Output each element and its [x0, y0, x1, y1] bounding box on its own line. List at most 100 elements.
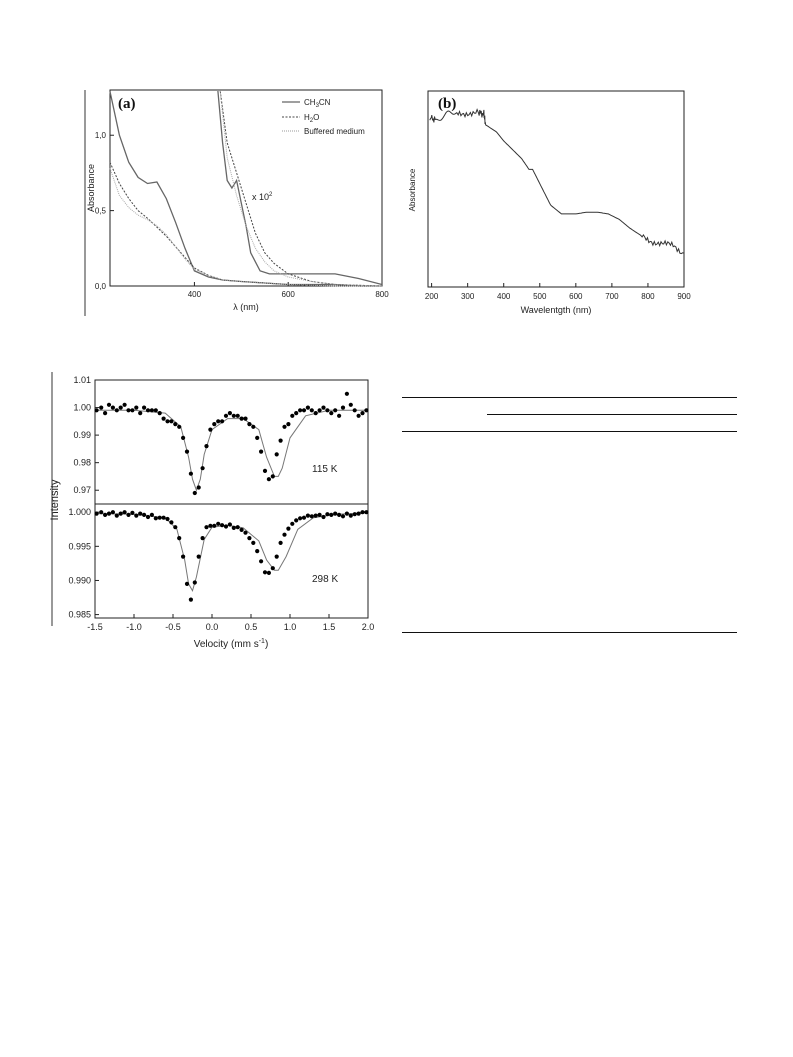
data-point-c — [138, 411, 143, 416]
y-tick-label-c-bottom: 0.995 — [68, 541, 91, 551]
data-point-c — [231, 413, 236, 418]
data-point-c — [153, 408, 158, 413]
data-point-c — [130, 408, 135, 413]
data-point-c — [247, 422, 252, 427]
data-point-c — [309, 408, 314, 413]
legend-a: CH3CN H2O Buffered medium — [282, 98, 365, 136]
x-axis-label-c: Velocity (mm s-1) — [194, 638, 269, 650]
data-point-c — [126, 512, 131, 518]
data-point-c — [122, 510, 127, 515]
data-point-c — [122, 402, 127, 407]
data-point-c — [301, 408, 307, 413]
data-point-c — [149, 408, 154, 413]
data-point-c — [278, 438, 283, 443]
x-tick-label-c: 0.5 — [245, 622, 258, 632]
data-point-c — [286, 526, 291, 531]
data-point-c — [270, 566, 275, 571]
chart-c-mossbauer: Intensity Velocity (mm s-1) 115 K 298 K … — [49, 372, 374, 650]
data-point-c — [208, 427, 213, 432]
data-point-c — [138, 511, 143, 516]
data-point-c — [243, 416, 248, 421]
y-axis-label-a: Absorbance — [86, 164, 96, 212]
data-point-c — [262, 468, 268, 473]
data-point-c — [212, 523, 217, 528]
ticks-b: 200 300 400 500 600 700 800 900 — [425, 283, 691, 301]
data-point-c — [204, 444, 209, 449]
y-tick-label-c-top: 0.97 — [73, 485, 91, 495]
data-point-c — [142, 405, 147, 410]
data-point-c — [161, 416, 166, 421]
data-point-c — [165, 516, 170, 522]
data-point-c — [134, 513, 139, 518]
y-tick-label-c-bottom: 0.990 — [68, 575, 91, 585]
y-tick-label-c-top: 1.01 — [73, 375, 91, 385]
data-point-c — [196, 554, 201, 559]
data-point-c — [126, 408, 131, 413]
x-tick-label-c: 0.0 — [206, 622, 219, 632]
data-point-c — [305, 513, 310, 518]
data-point-c — [103, 411, 108, 416]
data-point-c — [103, 512, 108, 518]
x-axis-label-b: Wavelentgth (nm) — [521, 305, 592, 315]
data-point-c — [364, 408, 369, 413]
data-point-c — [360, 510, 365, 515]
curves-a — [109, 90, 383, 287]
data-point-c — [200, 536, 205, 541]
data-point-c — [282, 424, 287, 429]
data-point-c — [255, 435, 260, 440]
y-tick-label-a: 1,0 — [95, 131, 107, 140]
data-point-c — [110, 405, 115, 410]
series-line-a — [109, 162, 382, 287]
x-axis-label-a: λ (nm) — [233, 302, 259, 312]
data-point-c — [298, 516, 303, 521]
y-axis-label-c: Intensity — [49, 479, 61, 520]
data-point-c — [301, 515, 307, 520]
data-point-c — [145, 514, 151, 520]
x-tick-label-c: 1.0 — [284, 622, 297, 632]
data-point-c — [259, 559, 264, 564]
data-point-c — [173, 422, 178, 427]
data-point-c — [231, 525, 236, 531]
x-tick-label-b: 300 — [461, 292, 475, 301]
curves-b — [429, 108, 685, 255]
data-point-c — [227, 522, 232, 527]
data-point-c — [165, 419, 170, 424]
data-point-c — [110, 510, 115, 515]
data-point-c — [266, 477, 271, 482]
data-point-c — [181, 554, 186, 559]
y-tick-label-c-top: 0.98 — [73, 458, 91, 468]
data-point-c — [169, 520, 174, 525]
x-tick-label-a: 600 — [282, 290, 296, 299]
data-point-c — [329, 411, 334, 416]
data-point-c — [325, 408, 330, 413]
y-tick-label-c-top: 0.99 — [73, 430, 91, 440]
data-point-c — [188, 471, 193, 476]
data-point-c — [118, 405, 123, 410]
data-point-c — [337, 512, 342, 518]
y-tick-label-a: 0,0 — [95, 282, 107, 291]
x-tick-label-b: 900 — [677, 292, 691, 301]
data-point-c — [294, 411, 299, 416]
y-tick-label-c-bottom: 1.000 — [68, 507, 91, 517]
data-point-c — [184, 449, 190, 454]
data-point-c — [208, 523, 213, 528]
data-point-c — [352, 408, 357, 413]
data-point-c — [286, 422, 291, 427]
table-rule-header — [402, 431, 737, 432]
data-point-c — [282, 532, 287, 537]
ticks-c: -1.5 -1.0 -0.5 0.0 0.5 1.0 1.5 2.0 0.97 0.98 0.99 1… — [68, 375, 374, 632]
series-line-a — [217, 90, 383, 286]
data-point-c — [94, 408, 99, 413]
data-point-c — [130, 510, 135, 515]
data-point-c — [220, 523, 225, 528]
data-point-c — [106, 511, 112, 516]
temperature-label-298k: 298 K — [312, 574, 338, 585]
x-tick-label-b: 200 — [425, 292, 439, 301]
data-point-c — [329, 512, 334, 518]
data-point-c — [360, 411, 365, 416]
data-point-c — [356, 511, 361, 516]
plot-frame-b — [427, 90, 685, 288]
scale-annotation-exp: 2 — [269, 192, 273, 198]
data-point-c — [247, 536, 252, 541]
